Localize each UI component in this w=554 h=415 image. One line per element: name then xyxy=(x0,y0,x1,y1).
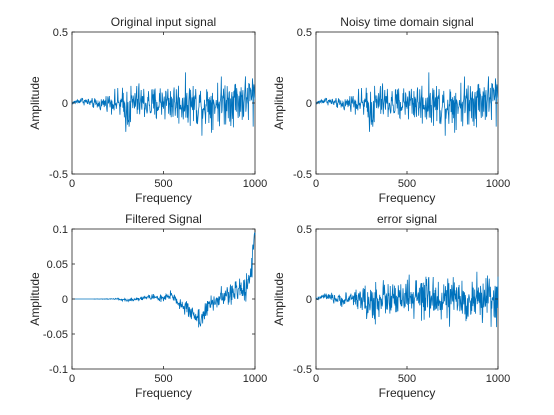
y-tick-label: 0 xyxy=(306,98,312,110)
y-tick-label: 0.5 xyxy=(53,27,68,39)
x-tick-label: 1000 xyxy=(486,373,510,385)
y-axis-label: Amplitude xyxy=(272,272,286,326)
x-tick-label: 0 xyxy=(313,373,319,385)
y-tick-label: -0.5 xyxy=(49,169,68,181)
chart-title: Filtered Signal xyxy=(125,212,202,226)
x-tick-label: 0 xyxy=(69,178,75,190)
x-tick-label: 1000 xyxy=(243,373,267,385)
x-tick-label: 500 xyxy=(154,373,172,385)
y-tick-label: 0 xyxy=(62,98,68,110)
y-tick-label: -0.5 xyxy=(293,169,312,181)
signal-line xyxy=(315,271,499,328)
x-axis-label: Frequency xyxy=(135,191,192,205)
x-tick-label: 500 xyxy=(154,178,172,190)
x-tick-label: 500 xyxy=(398,373,416,385)
y-tick-label: -0.5 xyxy=(293,364,312,376)
y-tick-label: 0.05 xyxy=(47,259,68,271)
chart-title: error signal xyxy=(377,212,437,226)
y-tick-label: 0 xyxy=(62,294,68,306)
x-tick-label: 1000 xyxy=(243,178,267,190)
y-axis-label: Amplitude xyxy=(28,76,42,130)
subplot-3: 0 500 1000 0.1 0.05 0 -0.05 -0.1 Filtered Signal… xyxy=(28,212,267,400)
x-axis-label: Frequency xyxy=(379,191,436,205)
x-tick-label: 500 xyxy=(398,178,416,190)
signal-line xyxy=(315,72,499,136)
x-tick-label: 0 xyxy=(313,178,319,190)
y-tick-label: -0.05 xyxy=(43,329,68,341)
x-axis-label: Frequency xyxy=(135,386,192,400)
x-axis-label: Frequency xyxy=(379,386,436,400)
chart-title: Original input signal xyxy=(111,15,216,29)
y-tick-label: 0 xyxy=(306,294,312,306)
chart-title: Noisy time domain signal xyxy=(340,15,473,29)
y-tick-label: 0.1 xyxy=(53,224,68,236)
signal-line xyxy=(71,72,256,136)
y-tick-label: 0.5 xyxy=(297,224,312,236)
y-tick-label: -0.1 xyxy=(49,364,68,376)
y-axis-label: Amplitude xyxy=(28,272,42,326)
x-tick-label: 1000 xyxy=(486,178,510,190)
x-tick-label: 0 xyxy=(69,373,75,385)
y-tick-label: 0.5 xyxy=(297,27,312,39)
signal-line xyxy=(72,232,256,328)
y-axis-label: Amplitude xyxy=(272,76,286,130)
